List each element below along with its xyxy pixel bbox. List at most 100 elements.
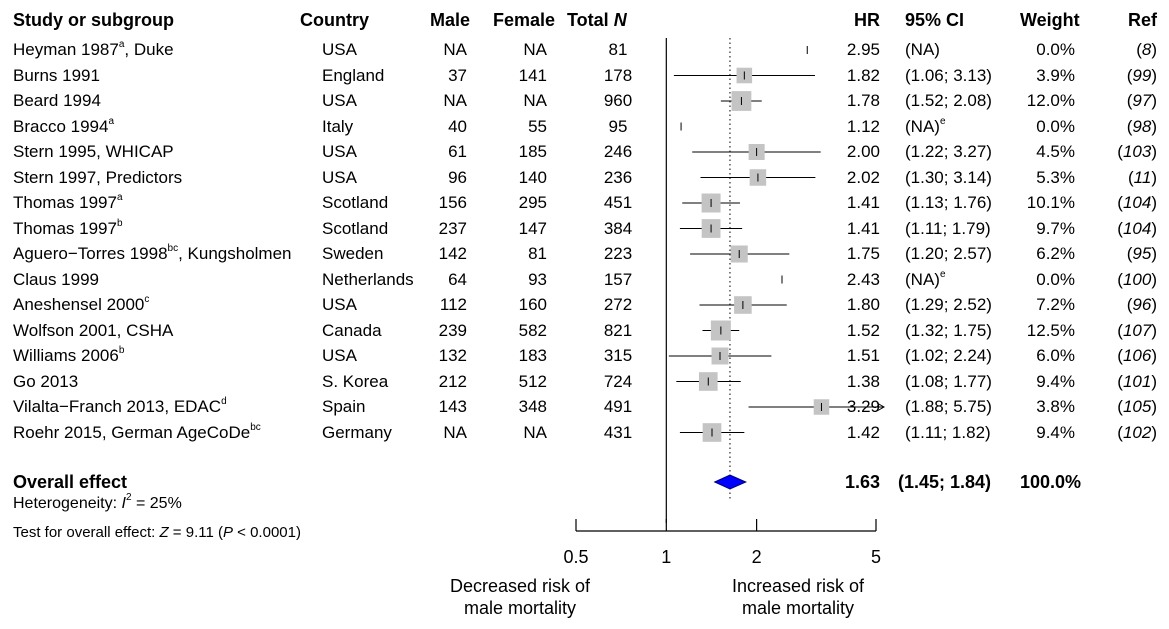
row-total: 178: [603, 66, 633, 85]
row-male: 212: [438, 372, 467, 391]
row-study: Aguero−Torres 1998bc, Kungsholmen: [13, 243, 292, 264]
row-female: 160: [518, 295, 547, 314]
row-ci: (1.20; 2.57): [905, 244, 992, 263]
row-weight: 7.2%: [1036, 295, 1075, 314]
row-female: 93: [528, 270, 547, 289]
row-country: Netherlands: [322, 270, 414, 289]
row-male: NA: [443, 91, 467, 110]
row-male: 96: [448, 168, 467, 187]
ci-arrow: [876, 402, 886, 412]
row-study: Vilalta−Franch 2013, EDACd: [13, 396, 227, 417]
overall-diamond: [713, 474, 747, 490]
x-tick-label: 2: [751, 547, 762, 567]
row-weight: 9.4%: [1036, 423, 1075, 442]
row-country: Sweden: [322, 244, 384, 263]
row-country: USA: [322, 91, 357, 110]
overall-hr: 1.63: [844, 472, 880, 492]
row-study: Claus 1999: [13, 270, 100, 289]
x-tick-label: 1: [661, 547, 672, 567]
row-ref: (105): [1117, 397, 1157, 416]
row-ci: (1.88; 5.75): [905, 397, 992, 416]
row-weight: 3.8%: [1036, 397, 1075, 416]
row-male: NA: [443, 40, 467, 59]
row-ref: (8): [1136, 40, 1157, 59]
row-weight: 5.3%: [1036, 168, 1075, 187]
row-female: 183: [518, 346, 547, 365]
row-female: NA: [523, 91, 547, 110]
row-study: Burns 1991: [13, 66, 100, 85]
row-country: England: [322, 66, 385, 85]
row-female: 140: [518, 168, 547, 187]
header-female: Female: [492, 10, 555, 30]
row-total: 315: [603, 346, 633, 365]
row-ref: (100): [1117, 270, 1157, 289]
row-country: USA: [322, 142, 357, 161]
row-hr: 1.12: [846, 117, 880, 136]
row-ci: (1.30; 3.14): [905, 168, 992, 187]
row-male: 112: [439, 295, 467, 314]
row-hr: 2.00: [846, 142, 880, 161]
row-weight: 10.1%: [1026, 193, 1075, 212]
row-total: 724: [603, 372, 633, 391]
row-male: 143: [438, 397, 467, 416]
row-study: Wolfson 2001, CSHA: [13, 321, 174, 340]
row-ref: (107): [1117, 321, 1157, 340]
row-country: USA: [322, 168, 357, 187]
header-ref: Ref: [1127, 10, 1157, 30]
row-female: 81: [528, 244, 547, 263]
row-hr: 1.42: [846, 423, 880, 442]
row-ci: (1.06; 3.13): [905, 66, 992, 85]
row-male: 132: [438, 346, 467, 365]
row-female: NA: [523, 40, 547, 59]
row-hr: 1.38: [846, 372, 880, 391]
row-ref: (102): [1117, 423, 1157, 442]
header-hr: HR: [854, 10, 880, 30]
row-total: 157: [603, 270, 633, 289]
row-male: 61: [448, 142, 467, 161]
row-male: 239: [438, 321, 467, 340]
row-ci: (1.29; 2.52): [905, 295, 992, 314]
row-ci: (NA)e: [905, 269, 946, 290]
row-study: Stern 1995, WHICAP: [13, 142, 174, 161]
row-total: 451: [603, 193, 633, 212]
row-hr: 1.78: [846, 91, 880, 110]
x-tick-label: 0.5: [563, 547, 589, 567]
row-hr: 1.41: [846, 219, 880, 238]
row-study: Stern 1997, Predictors: [13, 168, 183, 187]
row-country: USA: [322, 295, 357, 314]
row-weight: 12.5%: [1026, 321, 1075, 340]
header-study: Study or subgroup: [13, 10, 174, 30]
row-study: Thomas 1997b: [13, 218, 123, 239]
row-hr: 1.82: [846, 66, 880, 85]
row-country: Spain: [322, 397, 366, 416]
row-study: Go 2013: [13, 372, 79, 391]
row-male: 40: [448, 117, 467, 136]
row-female: 55: [528, 117, 547, 136]
overall-ci: (1.45; 1.84): [898, 472, 992, 492]
row-ref: (96): [1126, 295, 1157, 314]
row-total: 491: [603, 397, 633, 416]
row-country: Italy: [322, 117, 354, 136]
row-weight: 0.0%: [1036, 270, 1075, 289]
row-country: Scotland: [322, 219, 389, 238]
row-ci: (NA): [905, 40, 940, 59]
overall-label: Overall effect: [13, 472, 128, 492]
row-total: 272: [603, 295, 633, 314]
row-study: Bracco 1994a: [13, 116, 115, 137]
header-country: Country: [300, 10, 369, 30]
row-female: 185: [518, 142, 547, 161]
row-ci: (1.22; 3.27): [905, 142, 992, 161]
row-total: 821: [603, 321, 633, 340]
header-weight: Weight: [1020, 10, 1080, 30]
row-hr: 1.80: [846, 295, 880, 314]
row-weight: 0.0%: [1036, 117, 1075, 136]
header-total: Total N: [567, 10, 627, 30]
row-weight: 6.0%: [1036, 346, 1075, 365]
row-female: 582: [518, 321, 547, 340]
row-study: Beard 1994: [13, 91, 101, 110]
row-total: 246: [603, 142, 633, 161]
row-hr: 1.51: [846, 346, 880, 365]
row-male: 156: [438, 193, 467, 212]
row-country: Germany: [322, 423, 392, 442]
row-ci: (1.11; 1.82): [905, 423, 991, 442]
